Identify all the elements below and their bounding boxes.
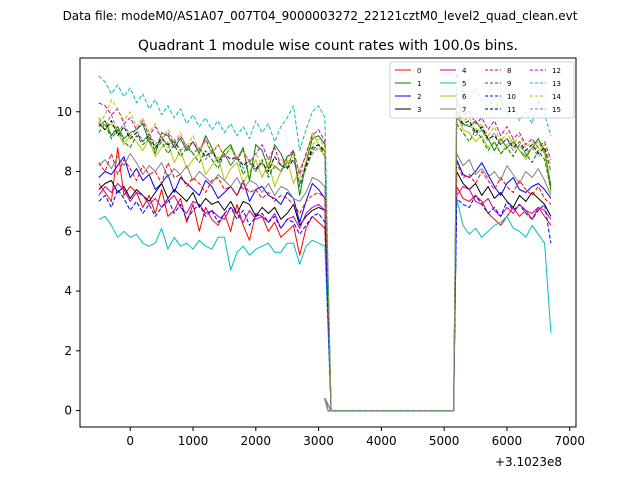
legend-label: 15 — [552, 106, 561, 114]
series-line-5 — [98, 197, 552, 412]
legend-label: 11 — [507, 106, 516, 114]
series-line-7 — [98, 153, 552, 412]
axes-frame — [79, 57, 577, 428]
legend-label: 4 — [462, 67, 467, 75]
series-line-12 — [98, 99, 552, 412]
legend-label: 13 — [552, 80, 561, 88]
legend-label: 1 — [417, 80, 421, 88]
y-tick-label: 6 — [64, 224, 72, 238]
legend-label: 10 — [507, 93, 516, 101]
series-line-13 — [98, 72, 552, 412]
x-axis: 0 1000 2000 3000 4000 5000 6000 7000 — [126, 427, 585, 448]
x-tick-label: 0 — [126, 434, 134, 448]
y-tick-label: 8 — [64, 165, 72, 179]
y-tick-label: 10 — [57, 105, 72, 119]
legend-label: 7 — [462, 106, 466, 114]
series-line-11 — [98, 111, 552, 412]
legend-label: 6 — [462, 93, 467, 101]
x-tick-label: 3000 — [303, 434, 334, 448]
legend-label: 8 — [507, 67, 511, 75]
y-tick-label: 4 — [64, 284, 72, 298]
x-tick-label: 6000 — [492, 434, 523, 448]
legend-box — [389, 61, 575, 119]
series-line-14 — [98, 99, 552, 412]
series-line-3 — [98, 171, 552, 412]
figure-suptitle: Data file: modeM0/AS1A07_007T04_90000032… — [63, 9, 578, 23]
series-line-4 — [98, 183, 552, 412]
legend-label: 12 — [552, 67, 561, 75]
legend-label: 5 — [462, 80, 466, 88]
series-line-15 — [98, 114, 552, 412]
y-tick-label: 2 — [64, 344, 72, 358]
series-line-6 — [98, 114, 552, 412]
series-line-2 — [98, 156, 552, 412]
legend-label: 0 — [417, 67, 421, 75]
series-line-0 — [98, 147, 552, 412]
series-layer — [98, 72, 552, 412]
series-line-1 — [98, 117, 552, 412]
x-offset-label: +3.1023e8 — [495, 455, 562, 469]
x-tick-label: 5000 — [429, 434, 460, 448]
legend-label: 9 — [507, 80, 511, 88]
legend-label: 14 — [552, 93, 561, 101]
x-tick-label: 2000 — [241, 434, 272, 448]
y-tick-label: 0 — [64, 404, 72, 418]
series-line-10 — [98, 189, 552, 412]
legend-label: 3 — [417, 106, 421, 114]
x-tick-label: 1000 — [178, 434, 209, 448]
x-tick-label: 7000 — [554, 434, 585, 448]
x-tick-label: 4000 — [366, 434, 397, 448]
legend-label: 2 — [417, 93, 421, 101]
series-line-8 — [98, 153, 552, 412]
y-axis: 0 2 4 6 8 10 — [57, 105, 80, 418]
chart-title: Quadrant 1 module wise count rates with … — [138, 38, 518, 54]
